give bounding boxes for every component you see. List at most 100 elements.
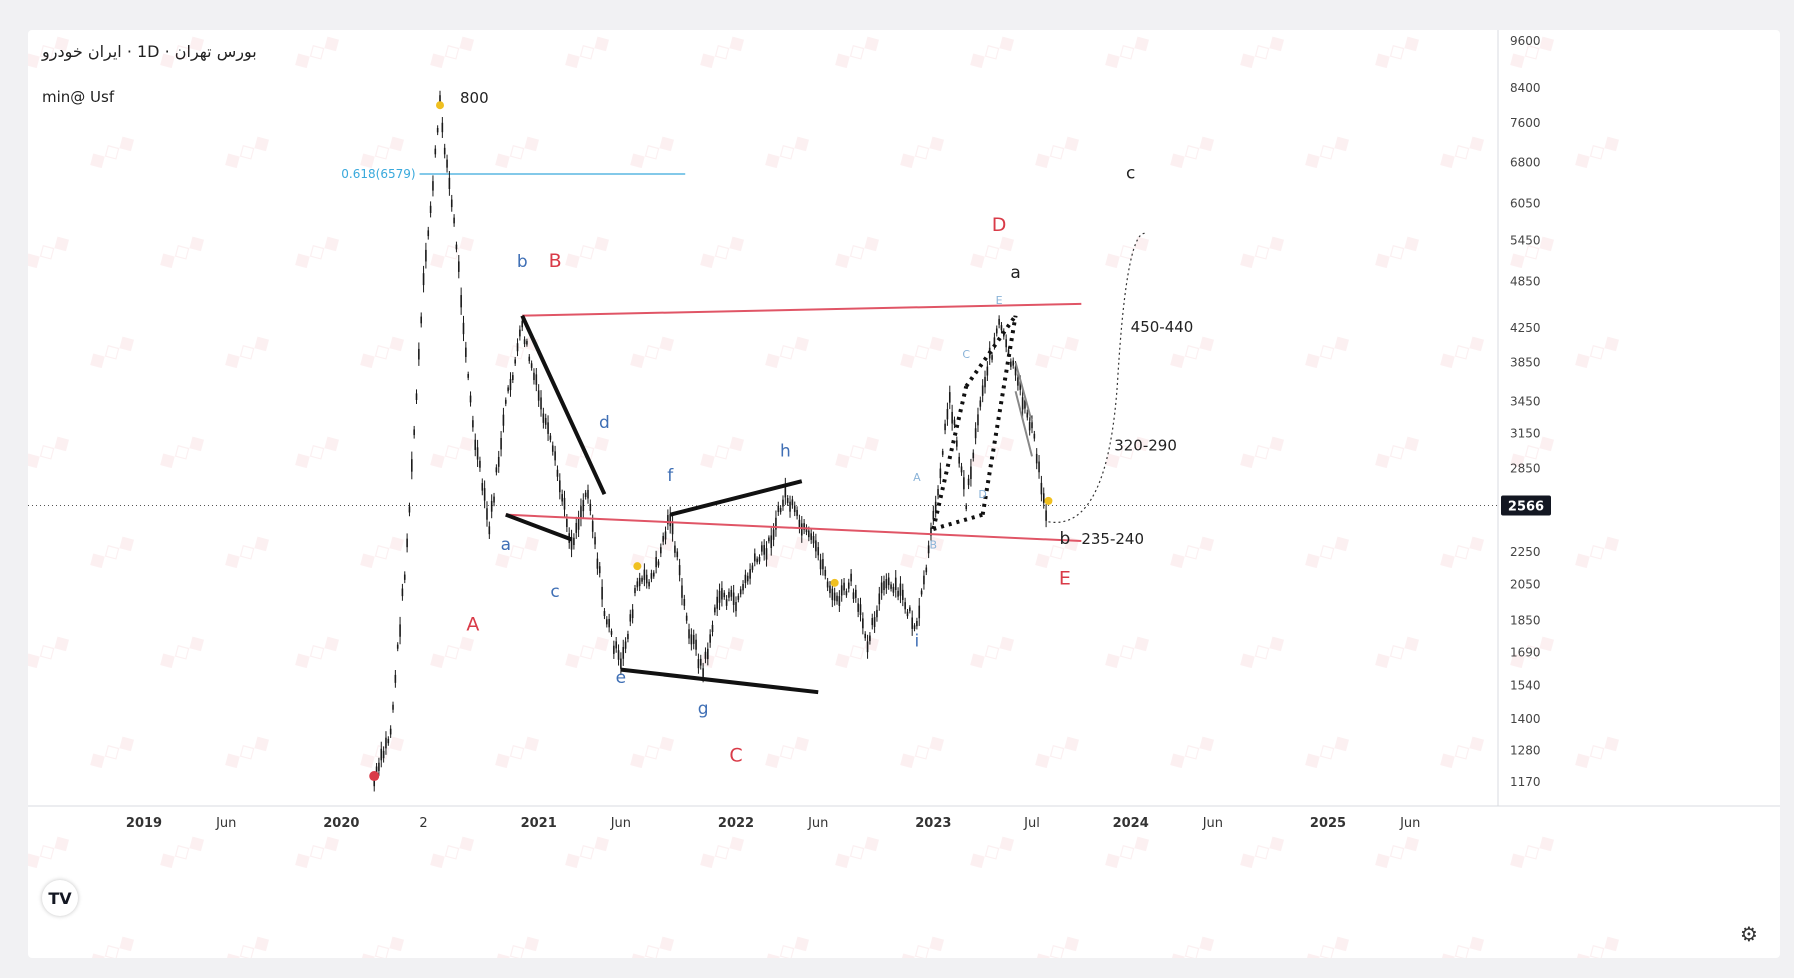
- target-label: 235-240: [1081, 530, 1144, 548]
- candle-body: [793, 505, 796, 513]
- channel-trendline: [505, 513, 1082, 542]
- watermark-mark: ◆◇◆: [1434, 128, 1491, 175]
- candle-body: [648, 581, 650, 587]
- candle-body: [819, 559, 822, 570]
- gear-icon[interactable]: ⚙: [1740, 922, 1758, 946]
- point-marker: [633, 562, 642, 571]
- candle-body: [401, 588, 404, 597]
- candle-body: [859, 604, 862, 615]
- point-marker: [830, 578, 839, 587]
- watermark-mark: ◆◇◆: [1569, 928, 1626, 958]
- candle-body: [472, 420, 474, 428]
- wave-label-c: c: [550, 582, 559, 602]
- time-tick-label: Jun: [1202, 816, 1223, 831]
- candle-body: [699, 658, 702, 666]
- candle-body: [796, 509, 798, 516]
- watermark-mark: ◆◇◆: [829, 228, 886, 275]
- candle-body: [937, 489, 939, 496]
- candle-body: [674, 545, 676, 553]
- candle-body: [932, 510, 935, 520]
- candle-body: [822, 559, 824, 570]
- watermark-mark: ◆◇◆: [624, 928, 681, 958]
- watermark-mark: ◆◇◆: [28, 30, 75, 75]
- watermark-mark: ◆◇◆: [219, 928, 276, 958]
- candle-body: [636, 581, 639, 588]
- watermark-mark: ◆◇◆: [1434, 328, 1491, 375]
- price-tick-label: 3850: [1510, 356, 1541, 370]
- target-label: 450-440: [1131, 318, 1194, 336]
- price-tick-label: 9600: [1510, 34, 1541, 48]
- candle-body: [467, 373, 469, 378]
- candle-body: [615, 641, 617, 649]
- candle-body: [396, 644, 399, 649]
- candle-body: [784, 485, 787, 498]
- watermark-mark: ◆◇◆: [829, 30, 886, 75]
- candle-body: [737, 595, 740, 600]
- price-tick-label: 1400: [1510, 712, 1541, 726]
- fib-level-label: 0.618(6579): [341, 167, 415, 181]
- wave-label-f: f: [667, 466, 674, 486]
- watermark-mark: ◆◇◆: [1504, 828, 1561, 875]
- candle-body: [761, 545, 763, 552]
- watermark-mark: ◆◇◆: [559, 828, 616, 875]
- candle-body: [704, 651, 707, 659]
- candle-body: [403, 574, 406, 580]
- candle-body: [920, 590, 923, 595]
- price-chart[interactable]: ◆◇◆ ◆◇◆ ◆◇◆ ◆◇◆ ◆◇◆ ◆◇◆ ◆◇◆ ◆◇◆ ◆◇◆ ◆◇◆ ◆◇◆ ◆◇◆ ◆◇◆ ◆…: [28, 30, 1780, 958]
- heavy-trendline: [620, 667, 819, 695]
- watermark-mark: ◆◇◆: [559, 628, 616, 675]
- candle-body: [547, 422, 549, 434]
- candle-body: [918, 605, 921, 619]
- tradingview-logo-icon[interactable]: TV: [42, 880, 78, 916]
- chart-panel[interactable]: بورس تهران · 1D · ایران خودرو min@ Usf ◆…: [28, 30, 1780, 958]
- watermark-mark: ◆◇◆: [1234, 628, 1291, 675]
- price-tick-label: 7600: [1510, 116, 1541, 130]
- watermark-mark: ◆◇◆: [1434, 528, 1491, 575]
- gray-trendline: [1014, 390, 1033, 457]
- candle-body: [603, 611, 606, 617]
- time-tick-label: 2025: [1310, 816, 1346, 831]
- candle-body: [631, 609, 634, 619]
- candle-body: [645, 574, 648, 584]
- candle-body: [596, 558, 599, 569]
- time-tick-label: 2020: [323, 816, 359, 831]
- price-tick-label: 2850: [1510, 462, 1541, 476]
- candle-body: [570, 537, 573, 550]
- watermark-mark: ◆◇◆: [289, 628, 346, 675]
- candle-body: [594, 536, 596, 545]
- watermark-mark: ◆◇◆: [1164, 128, 1221, 175]
- candle-body: [554, 451, 556, 461]
- time-tick-label: 2: [419, 816, 427, 831]
- watermark-mark: ◆◇◆: [559, 30, 616, 75]
- low-marker: [369, 771, 380, 782]
- watermark-mark: ◆◇◆: [84, 728, 141, 775]
- candles: [373, 90, 1047, 792]
- watermark-mark: ◆◇◆: [1029, 528, 1086, 575]
- candle-body: [838, 596, 841, 606]
- candle-body: [671, 522, 674, 535]
- candle-body: [702, 668, 704, 677]
- candle-body: [512, 375, 514, 381]
- watermark-mark: ◆◇◆: [424, 228, 481, 275]
- time-tick-label: Jun: [1399, 816, 1420, 831]
- candle-body: [474, 439, 477, 450]
- gray-trendline: [1014, 362, 1033, 423]
- candle-body: [718, 590, 721, 603]
- candle-body: [890, 584, 892, 589]
- candle-body: [991, 355, 993, 360]
- candle-body: [963, 477, 965, 490]
- watermark-mark: ◆◇◆: [1569, 328, 1626, 375]
- candle-body: [897, 590, 899, 597]
- candle-body: [556, 469, 559, 477]
- candle-body: [582, 500, 585, 512]
- candle-body: [836, 595, 838, 602]
- wave-label-E: E: [1059, 568, 1071, 590]
- candle-body: [869, 635, 871, 642]
- candle-body: [765, 548, 768, 560]
- candle-body: [1038, 461, 1040, 473]
- candle-body: [542, 413, 545, 423]
- wave-label-a: a: [501, 535, 511, 555]
- watermark-mark: ◆◇◆: [84, 328, 141, 375]
- candle-body: [378, 762, 380, 771]
- indicator-label[interactable]: min@ Usf: [42, 88, 115, 106]
